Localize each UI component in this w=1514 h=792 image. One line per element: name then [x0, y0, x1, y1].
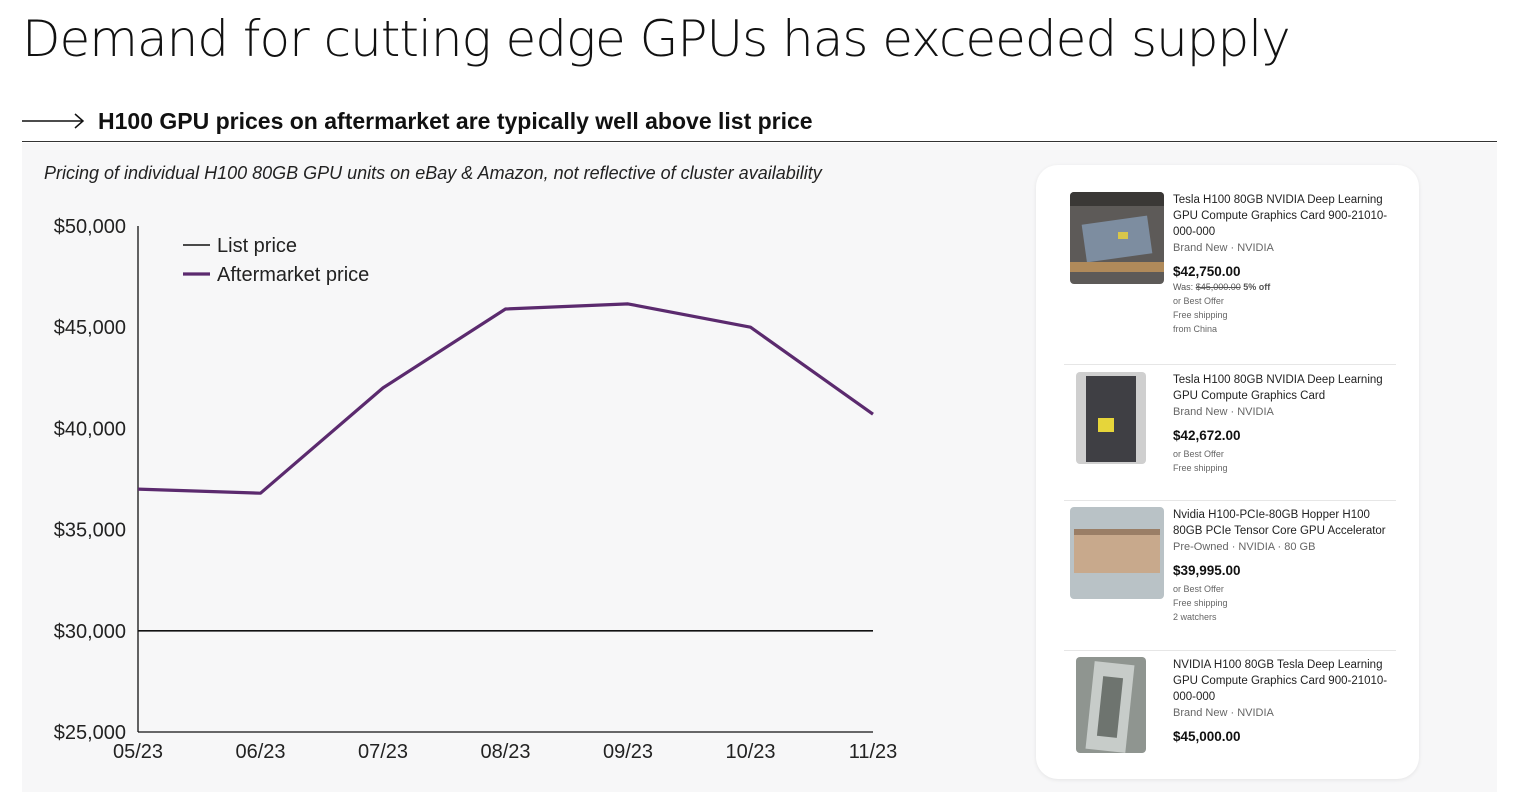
- y-tick-label: $45,000: [54, 317, 126, 339]
- listing-title[interactable]: Tesla H100 80GB NVIDIA Deep Learning GPU…: [1173, 374, 1383, 402]
- x-tick-label: 09/23: [603, 741, 653, 763]
- subheader: H100 GPU prices on aftermarket are typic…: [22, 106, 1497, 136]
- listing-price: $42,750.00: [1173, 264, 1241, 279]
- gpu-in-box-photo: [1070, 192, 1164, 284]
- y-tick-label: $30,000: [54, 621, 126, 643]
- listing-condition: Brand New · NVIDIA: [1173, 406, 1274, 418]
- divider: [1064, 364, 1396, 365]
- listing-title[interactable]: Nvidia H100-PCIe-80GB Hopper H100 80GB P…: [1173, 509, 1386, 537]
- subheader-text: H100 GPU prices on aftermarket are typic…: [98, 108, 813, 134]
- aftermarket-price-line: [137, 302, 874, 495]
- listing-condition: Brand New · NVIDIA: [1173, 242, 1274, 254]
- y-tick-label: $40,000: [54, 418, 126, 440]
- listing-price: $42,672.00: [1173, 428, 1241, 443]
- listing-origin: from China: [1173, 324, 1218, 334]
- divider: [22, 141, 1497, 142]
- x-tick-label: 06/23: [235, 741, 285, 763]
- gpu-packaged-photo: [1076, 372, 1146, 464]
- listing-best-offer: or Best Offer: [1173, 584, 1224, 594]
- divider: [1064, 650, 1396, 651]
- legend-label: Aftermarket price: [217, 264, 369, 286]
- chart-caption: Pricing of individual H100 80GB GPU unit…: [44, 163, 822, 183]
- listing-title[interactable]: Tesla H100 80GB NVIDIA Deep Learning GPU…: [1173, 194, 1388, 238]
- x-tick-label: 10/23: [725, 741, 775, 763]
- y-tick-label: $25,000: [54, 722, 126, 744]
- listing-price: $45,000.00: [1173, 729, 1241, 744]
- y-tick-label: $35,000: [54, 520, 126, 542]
- discount-badge: 5% off: [1243, 282, 1271, 292]
- was-label: Was:: [1173, 282, 1194, 292]
- gpu-card-photo: [1070, 507, 1164, 599]
- listings-card: Tesla H100 80GB NVIDIA Deep Learning GPU…: [1036, 165, 1419, 779]
- listing-watchers: 2 watchers: [1173, 612, 1217, 622]
- listing-condition: Pre-Owned · NVIDIA · 80 GB: [1173, 541, 1316, 553]
- x-tick-label: 08/23: [480, 741, 530, 763]
- listing-best-offer: or Best Offer: [1173, 449, 1224, 459]
- listing-shipping: Free shipping: [1173, 463, 1228, 473]
- listing-was-price: Was: $45,000.00 5% off: [1173, 281, 1399, 294]
- arrow-right-icon: [22, 113, 85, 129]
- page-title: Demand for cutting edge GPUs has exceede…: [22, 10, 1291, 68]
- legend-label: List price: [217, 235, 297, 257]
- divider: [1064, 500, 1396, 501]
- listing-title[interactable]: NVIDIA H100 80GB Tesla Deep Learning GPU…: [1173, 659, 1388, 703]
- x-tick-label: 11/23: [849, 741, 898, 763]
- gpu-in-bag-photo: [1076, 657, 1146, 753]
- x-tick-label: 07/23: [358, 741, 408, 763]
- listing-shipping: Free shipping: [1173, 598, 1228, 608]
- listing-price: $39,995.00: [1173, 563, 1241, 578]
- listing-condition: Brand New · NVIDIA: [1173, 707, 1274, 719]
- listing-best-offer: or Best Offer: [1173, 296, 1224, 306]
- x-tick-label: 05/23: [113, 741, 163, 763]
- listing-shipping: Free shipping: [1173, 310, 1228, 320]
- original-price: $45,000.00: [1195, 282, 1241, 292]
- y-tick-label: $50,000: [54, 216, 126, 238]
